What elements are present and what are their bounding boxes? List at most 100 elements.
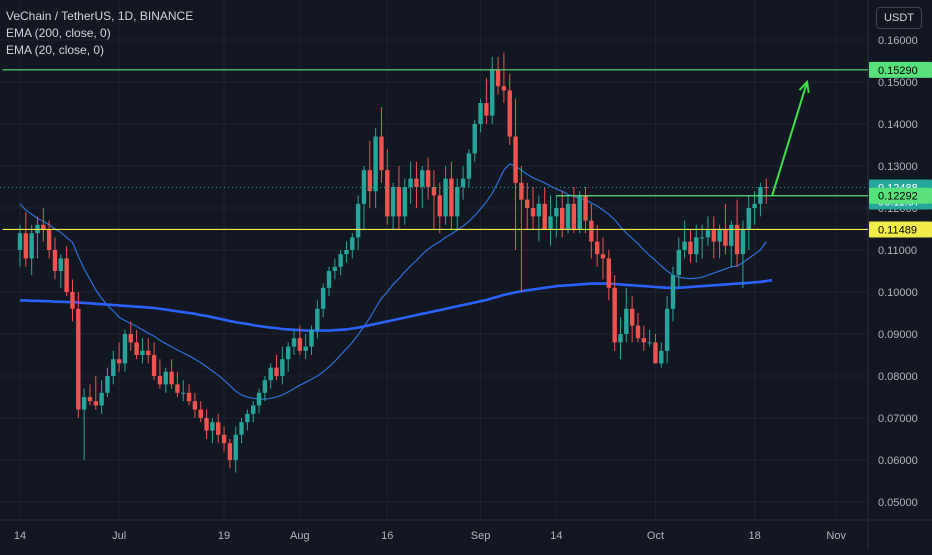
candle-body [641, 338, 647, 343]
x-tick-label: Sep [471, 530, 491, 542]
candle-body [624, 308, 629, 334]
candle-body [729, 224, 734, 246]
resistance-tag-label: 0.15290 [878, 65, 918, 77]
x-tick-label: 18 [748, 530, 760, 542]
candle-body [163, 371, 168, 385]
candle-body [443, 178, 448, 217]
x-tick-label: Oct [647, 530, 664, 542]
y-tick-label: 0.10000 [878, 287, 918, 299]
candle-body [554, 208, 559, 217]
y-tick-label: 0.05000 [878, 497, 918, 509]
candle-body [204, 418, 209, 431]
candle-body [262, 380, 268, 393]
candle-body [81, 397, 87, 410]
candle-body [699, 237, 705, 239]
candle-body [76, 308, 81, 410]
candle-body [297, 338, 303, 351]
x-tick-label: 14 [550, 530, 562, 542]
candle-body [146, 350, 151, 355]
candle-body [670, 275, 676, 309]
target-arrow-head [798, 79, 810, 94]
candle-body [618, 334, 623, 343]
x-tick-label: 14 [14, 530, 26, 542]
y-tick-label: 0.09000 [878, 329, 918, 341]
candle-body [734, 224, 740, 255]
candle-body [268, 367, 273, 381]
candle-body [688, 241, 693, 255]
candle-body [216, 422, 221, 435]
support-upper-tag [869, 187, 932, 204]
candle-body [437, 195, 442, 217]
target-arrow [771, 81, 809, 197]
support-lower-tag [869, 221, 932, 238]
candle-body [256, 392, 262, 406]
candle-body [99, 392, 104, 406]
candle-body [198, 409, 203, 418]
candle-body [344, 250, 349, 255]
candle-body [548, 216, 553, 229]
x-tick-label: Nov [826, 530, 846, 542]
y-tick-label: 0.13000 [878, 161, 918, 173]
candle-body [705, 229, 711, 238]
candle-body [542, 203, 547, 229]
candle-body [455, 187, 460, 217]
candle-body [664, 308, 670, 351]
candle-body [128, 334, 133, 343]
candle-body [711, 229, 716, 242]
candle-body [181, 392, 186, 394]
y-tick-label: 0.07000 [878, 413, 918, 425]
candle-body [105, 376, 110, 393]
candle-body [385, 170, 390, 217]
candle-body [192, 401, 198, 410]
candle-body [501, 86, 507, 91]
candle-body [717, 229, 722, 242]
candle-body [431, 187, 437, 196]
candle-body [355, 203, 361, 238]
candle-body [332, 266, 338, 271]
y-tick-label: 0.11000 [878, 245, 917, 257]
candle-body [87, 397, 93, 402]
candle-body [589, 220, 594, 242]
candle-body [291, 338, 297, 347]
currency-button[interactable]: USDT [876, 7, 922, 29]
candle-body [612, 287, 617, 343]
candle-body [151, 355, 157, 376]
candle-body [280, 359, 285, 376]
candle-body [402, 187, 407, 217]
candle-body [227, 443, 233, 460]
candle-body [233, 434, 238, 460]
candle-body [70, 292, 75, 309]
candle-body [116, 359, 122, 364]
candle-body [490, 69, 495, 116]
candle-body [52, 250, 58, 271]
candle-body [723, 229, 728, 246]
y-tick-label: 0.14000 [878, 119, 918, 131]
x-tick-label: Jul [112, 530, 126, 542]
candle-body [303, 346, 308, 351]
candle-body [525, 199, 530, 208]
candle-body [285, 346, 291, 360]
candle-body [245, 413, 250, 423]
candle-body [396, 187, 402, 217]
x-tick-label: 16 [381, 530, 393, 542]
candle-body [659, 350, 664, 364]
candle-body [379, 136, 384, 171]
candle-body [694, 237, 699, 255]
candle-body [606, 258, 612, 288]
candle-body [320, 287, 326, 309]
candle-body [122, 334, 128, 364]
candle-body [478, 103, 483, 124]
candle-body [251, 405, 256, 414]
candle-body [408, 178, 413, 187]
candle-body [449, 178, 454, 217]
candle-body [635, 325, 641, 339]
candle-body [157, 376, 163, 385]
candle-body [460, 178, 466, 187]
y-tick-label: 0.06000 [878, 455, 918, 467]
y-tick-label: 0.08000 [878, 371, 918, 383]
candle-body [29, 233, 34, 259]
candle-body [41, 224, 46, 229]
